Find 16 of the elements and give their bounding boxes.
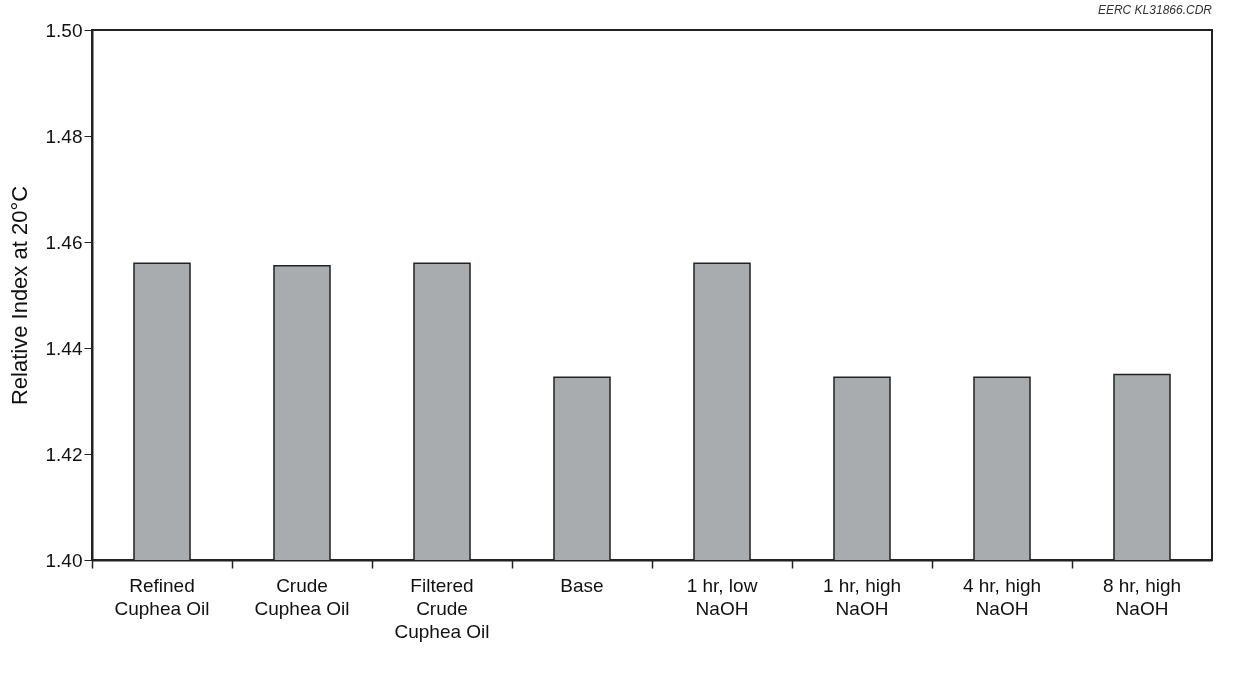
- y-tick-label: 1.44: [45, 337, 83, 359]
- x-tick-label: Refined Cuphea Oil: [114, 574, 210, 619]
- x-tick-label: Crude Cuphea Oil: [254, 574, 350, 619]
- x-tick-label: 4 hr, high NaOH: [962, 574, 1042, 619]
- x-tick-label: 1 hr, low NaOH: [686, 574, 758, 619]
- x-tick-label: 1 hr, high NaOH: [822, 574, 902, 619]
- x-tick-label: 8 hr, high NaOH: [1102, 574, 1182, 619]
- y-tick-label: 1.50: [45, 19, 83, 41]
- x-tick-label: Base: [560, 574, 604, 596]
- text: EERC KL31866.CDR: [1097, 3, 1213, 17]
- y-tick-label: 1.48: [45, 125, 83, 147]
- y-tick-label: 1.46: [45, 231, 83, 253]
- y-tick-label: 1.42: [45, 443, 83, 465]
- y-axis-title: Relative Index at 20°C: [6, 185, 32, 406]
- y-tick-label: 1.40: [45, 549, 83, 571]
- x-tick-label: Filtered Crude Cuphea Oil: [394, 574, 490, 642]
